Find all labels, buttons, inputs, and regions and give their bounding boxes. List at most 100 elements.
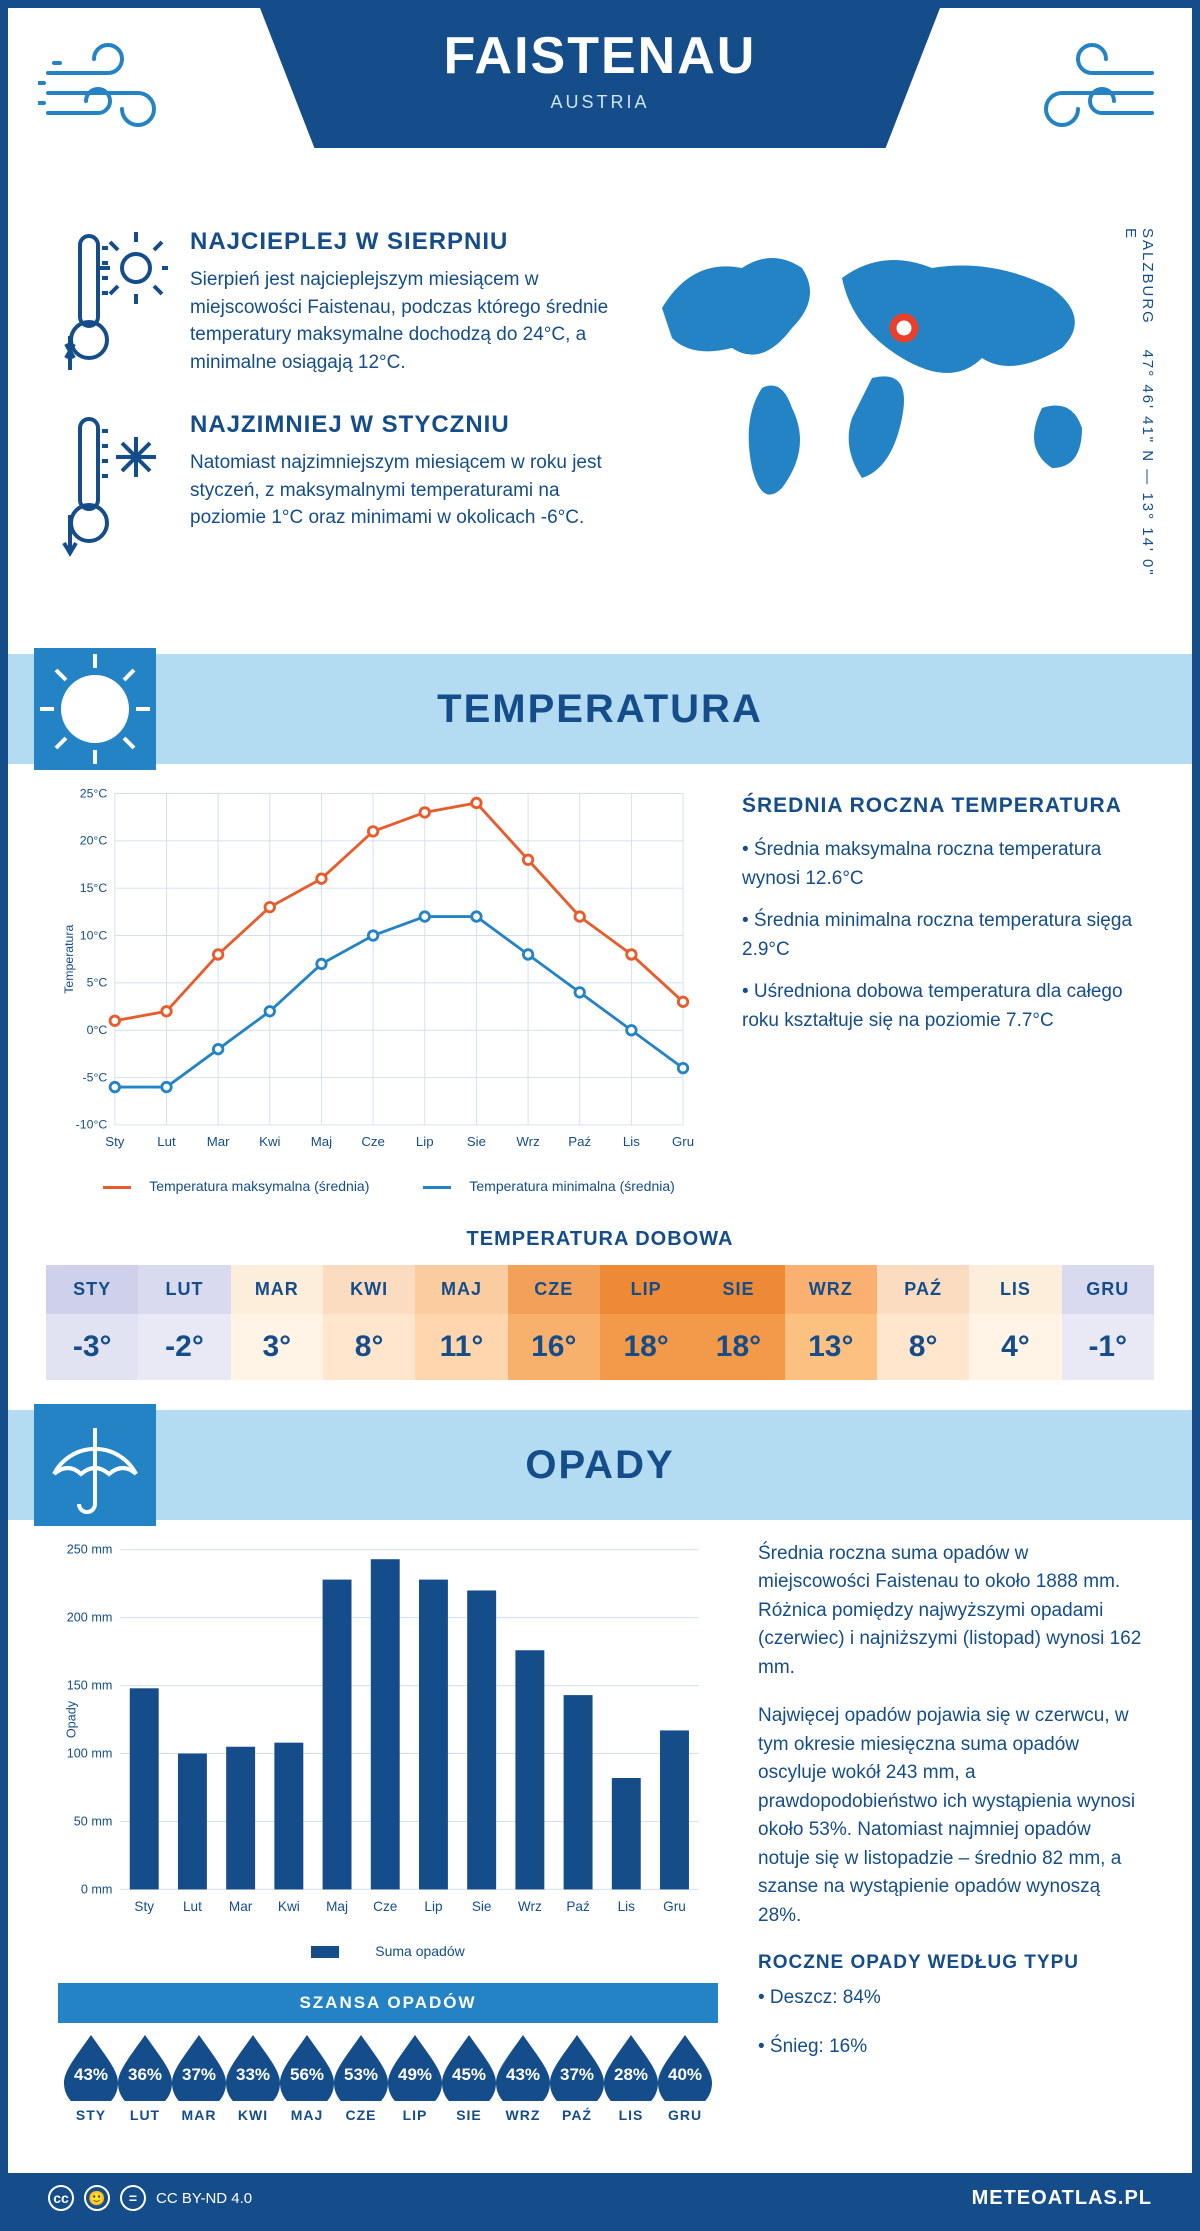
svg-text:Temperatura: Temperatura [62,925,76,994]
thermometer-snow-icon [58,411,168,566]
precipitation-bar-chart: 0 mm 50 mm 100 mm 150 mm 200 mm 250 mm Sty Lut M… [58,1540,718,1928]
temperature-line-chart: -10°C-5°C0°C5°C10°C15°C20°C25°CStyLutMar… [58,784,702,1194]
wind-decoration-left [38,38,208,148]
raindrop-icon: 33% [226,2035,280,2101]
chance-cell: 37% PAŹ [550,2035,604,2123]
chance-cell: 28% LIS [604,2035,658,2123]
daily-temp-table: STY -3° LUT -2° MAR 3° KWI 8° MAJ 11° CZ… [8,1265,1192,1380]
temperature-section-bar: TEMPERATURA [8,654,1192,764]
avg-bullet-1: • Średnia maksymalna roczna temperatura … [742,836,1142,893]
raindrop-icon: 36% [118,2035,172,2101]
svg-text:Sie: Sie [467,1134,486,1149]
svg-text:Wrz: Wrz [516,1134,539,1149]
svg-text:-5°C: -5°C [83,1070,108,1084]
svg-text:Maj: Maj [326,1899,348,1914]
chance-cell: 40% GRU [658,2035,712,2123]
svg-text:50 mm: 50 mm [74,1814,113,1828]
raindrop-icon: 37% [172,2035,226,2101]
daily-cell: MAJ 11° [415,1265,507,1380]
precip-paragraph-1: Średnia roczna suma opadów w miejscowośc… [758,1540,1142,1683]
svg-text:25°C: 25°C [80,786,108,800]
svg-text:Kwi: Kwi [259,1134,280,1149]
svg-text:Lut: Lut [183,1899,202,1914]
svg-text:200 mm: 200 mm [67,1610,113,1624]
chance-cell: 43% STY [64,2035,118,2123]
raindrop-icon: 53% [334,2035,388,2101]
brand: METEOATLAS.PL [972,2187,1152,2210]
temperature-legend: Temperatura maksymalna (średnia)Temperat… [58,1178,702,1194]
svg-text:150 mm: 150 mm [67,1678,113,1692]
svg-text:Gru: Gru [663,1899,686,1914]
svg-text:Mar: Mar [229,1899,253,1914]
precip-section-bar: OPADY [8,1410,1192,1520]
daily-cell: WRZ 13° [785,1265,877,1380]
sun-icon [34,648,156,770]
svg-text:Sie: Sie [472,1899,492,1914]
warmest-title: NAJCIEPLEJ W SIERPNIU [190,228,612,256]
daily-cell: STY -3° [46,1265,138,1380]
svg-text:0°C: 0°C [87,1023,108,1037]
precip-title: OPADY [8,1410,1192,1520]
svg-text:Maj: Maj [311,1134,332,1149]
title-banner: FAISTENAU AUSTRIA [260,8,940,148]
raindrop-icon: 37% [550,2035,604,2101]
daily-cell: GRU -1° [1062,1265,1154,1380]
by-icon: 🙂 [84,2185,110,2211]
svg-text:100 mm: 100 mm [67,1746,113,1760]
avg-bullet-3: • Uśredniona dobowa temperatura dla całe… [742,978,1142,1035]
thermometer-sun-icon [58,228,168,383]
svg-text:-10°C: -10°C [76,1118,108,1132]
daily-cell: MAR 3° [231,1265,323,1380]
city-title: FAISTENAU [260,26,940,86]
svg-text:Lip: Lip [424,1899,442,1914]
precip-paragraph-2: Najwięcej opadów pojawia się w czerwcu, … [758,1702,1142,1930]
svg-text:15°C: 15°C [80,881,108,895]
svg-text:Sty: Sty [134,1899,154,1914]
svg-text:Mar: Mar [207,1134,230,1149]
svg-text:Gru: Gru [672,1134,694,1149]
temperature-title: TEMPERATURA [8,654,1192,764]
precip-chance-box: SZANSA OPADÓW 43% STY 36% LUT 37% MAR 33… [58,1983,718,2133]
nd-icon: = [120,2185,146,2211]
raindrop-icon: 28% [604,2035,658,2101]
chance-cell: 56% MAJ [280,2035,334,2123]
daily-cell: CZE 16° [508,1265,600,1380]
svg-text:Lis: Lis [618,1899,636,1914]
raindrop-icon: 43% [496,2035,550,2101]
svg-text:Opady: Opady [64,1700,78,1738]
raindrop-icon: 40% [658,2035,712,2101]
svg-text:Paź: Paź [568,1134,591,1149]
precip-snow: • Śnieg: 16% [758,2033,1142,2062]
chance-cell: 53% CZE [334,2035,388,2123]
daily-cell: LIP 18° [600,1265,692,1380]
license: cc 🙂 = CC BY-ND 4.0 [48,2185,252,2211]
wind-decoration-right [992,38,1162,148]
coldest-text: Natomiast najzimniejszym miesiącem w rok… [190,449,612,532]
svg-text:0 mm: 0 mm [81,1882,113,1896]
header: FAISTENAU AUSTRIA [8,8,1192,208]
svg-text:250 mm: 250 mm [67,1542,113,1556]
precip-by-type-title: ROCZNE OPADY WEDŁUG TYPU [758,1952,1142,1974]
svg-text:5°C: 5°C [87,976,108,990]
precip-rain: • Deszcz: 84% [758,1984,1142,2013]
svg-text:Paź: Paź [566,1899,590,1914]
svg-text:Kwi: Kwi [278,1899,300,1914]
chance-cell: 33% KWI [226,2035,280,2123]
avg-annual-title: ŚREDNIA ROCZNA TEMPERATURA [742,794,1142,818]
raindrop-icon: 49% [388,2035,442,2101]
raindrop-icon: 43% [64,2035,118,2101]
daily-cell: LUT -2° [138,1265,230,1380]
warmest-block: NAJCIEPLEJ W SIERPNIU Sierpień jest najc… [58,228,612,383]
coldest-block: NAJZIMNIEJ W STYCZNIU Natomiast najzimni… [58,411,612,566]
raindrop-icon: 56% [280,2035,334,2101]
svg-text:Cze: Cze [373,1899,397,1914]
chance-cell: 37% MAR [172,2035,226,2123]
daily-temp-title: TEMPERATURA DOBOWA [8,1228,1192,1251]
daily-cell: KWI 8° [323,1265,415,1380]
chance-cell: 36% LUT [118,2035,172,2123]
world-map: SALZBURG 47° 46' 41" N — 13° 14' 0" E [642,228,1142,594]
footer: cc 🙂 = CC BY-ND 4.0 METEOATLAS.PL [8,2173,1192,2223]
daily-cell: LIS 4° [969,1265,1061,1380]
license-text: CC BY-ND 4.0 [156,2190,252,2207]
svg-text:10°C: 10°C [80,928,108,942]
